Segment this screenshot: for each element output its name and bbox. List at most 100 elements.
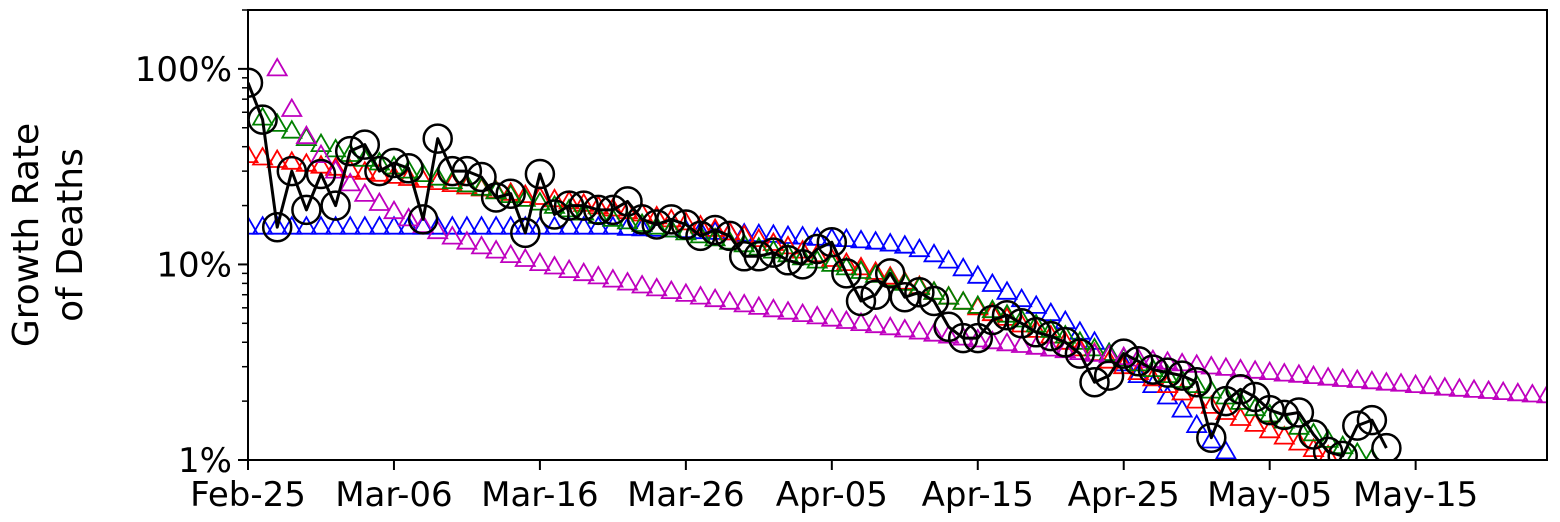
data-point bbox=[762, 297, 785, 318]
x-tick-label: May-05 bbox=[1207, 475, 1332, 515]
data-point bbox=[918, 285, 950, 317]
data-point bbox=[305, 158, 337, 190]
data-point bbox=[879, 315, 902, 336]
data-point bbox=[820, 307, 843, 327]
data-point bbox=[1108, 338, 1139, 369]
data-point bbox=[1342, 410, 1373, 441]
data-point bbox=[1346, 441, 1368, 460]
data-point bbox=[1327, 440, 1358, 460]
data-point bbox=[616, 271, 639, 291]
data-point bbox=[1200, 394, 1223, 414]
data-point bbox=[1302, 364, 1325, 385]
data-point bbox=[426, 215, 449, 235]
data-point bbox=[879, 265, 902, 285]
data-point bbox=[1244, 412, 1267, 432]
data-point bbox=[806, 305, 829, 325]
data-point bbox=[1229, 406, 1252, 426]
data-point bbox=[801, 233, 833, 265]
data-point bbox=[1083, 330, 1106, 350]
data-point bbox=[1258, 360, 1281, 381]
data-point bbox=[791, 225, 814, 245]
data-point bbox=[995, 331, 1019, 352]
data-point bbox=[597, 194, 629, 226]
data-point bbox=[1035, 320, 1067, 352]
data-point bbox=[543, 215, 566, 235]
data-point bbox=[879, 267, 902, 287]
data-point bbox=[339, 172, 362, 192]
data-point bbox=[1346, 368, 1369, 388]
data-point bbox=[864, 313, 887, 334]
data-point bbox=[339, 215, 362, 235]
x-tick-label: Feb-25 bbox=[190, 475, 306, 515]
data-point bbox=[718, 221, 741, 241]
y-axis-title-line-2: of Deaths bbox=[50, 148, 91, 322]
data-point bbox=[1371, 432, 1402, 460]
data-point bbox=[1258, 418, 1281, 439]
data-point bbox=[353, 182, 376, 202]
x-tick-label: Apr-15 bbox=[922, 475, 1034, 515]
data-point bbox=[295, 124, 318, 145]
x-tick-label: Mar-26 bbox=[627, 475, 745, 515]
data-point bbox=[922, 280, 946, 300]
data-point bbox=[1552, 387, 1560, 404]
data-point bbox=[718, 290, 741, 310]
data-point bbox=[981, 272, 1004, 292]
data-point bbox=[1039, 337, 1062, 357]
plot-frame bbox=[247, 9, 1548, 461]
data-point bbox=[437, 155, 468, 187]
data-point bbox=[1448, 377, 1471, 397]
data-point bbox=[656, 204, 687, 235]
data-point bbox=[937, 249, 960, 269]
axes: Feb-25 Mar-06 Mar-16 Mar-26 Apr-05 Apr-15 Apr-… bbox=[135, 9, 1478, 515]
data-point bbox=[280, 150, 303, 170]
data-point bbox=[1521, 383, 1544, 403]
data-point bbox=[1079, 366, 1110, 398]
data-point bbox=[1331, 367, 1354, 387]
data-point bbox=[320, 190, 351, 221]
series-4-circle-000000 bbox=[248, 67, 1402, 460]
data-point bbox=[1404, 373, 1427, 394]
data-point bbox=[1492, 380, 1515, 401]
data-point bbox=[631, 217, 654, 237]
data-point bbox=[849, 311, 873, 332]
series-group bbox=[248, 57, 1560, 460]
data-point bbox=[995, 280, 1019, 300]
plot-area bbox=[248, 57, 1560, 460]
data-point bbox=[422, 123, 453, 154]
data-point bbox=[441, 215, 464, 235]
data-point bbox=[572, 261, 595, 282]
data-point bbox=[699, 214, 731, 246]
data-point bbox=[248, 67, 264, 98]
data-point bbox=[412, 213, 435, 234]
data-point bbox=[601, 207, 624, 227]
data-point bbox=[393, 153, 424, 184]
data-point bbox=[952, 290, 975, 310]
data-point bbox=[758, 237, 789, 268]
data-point bbox=[1166, 360, 1198, 391]
data-point bbox=[426, 166, 449, 186]
data-point bbox=[1302, 422, 1325, 442]
data-point bbox=[1462, 378, 1486, 398]
data-point bbox=[849, 259, 873, 279]
data-point bbox=[1356, 404, 1388, 436]
x-tick-label: May-15 bbox=[1353, 475, 1478, 515]
data-point bbox=[728, 241, 760, 272]
data-point bbox=[1360, 369, 1383, 390]
data-point bbox=[510, 217, 541, 249]
data-point bbox=[1244, 359, 1267, 379]
data-point bbox=[553, 190, 585, 221]
data-point bbox=[276, 155, 308, 187]
data-point bbox=[893, 234, 916, 254]
data-point bbox=[947, 322, 979, 354]
data-point bbox=[704, 227, 727, 247]
data-point bbox=[499, 243, 522, 264]
data-point bbox=[747, 295, 770, 315]
data-point bbox=[480, 182, 512, 213]
data-point bbox=[291, 194, 322, 226]
data-point bbox=[514, 187, 537, 207]
data-point bbox=[660, 279, 683, 300]
data-point bbox=[280, 119, 303, 139]
data-point bbox=[1156, 385, 1179, 405]
data-point bbox=[334, 135, 366, 167]
